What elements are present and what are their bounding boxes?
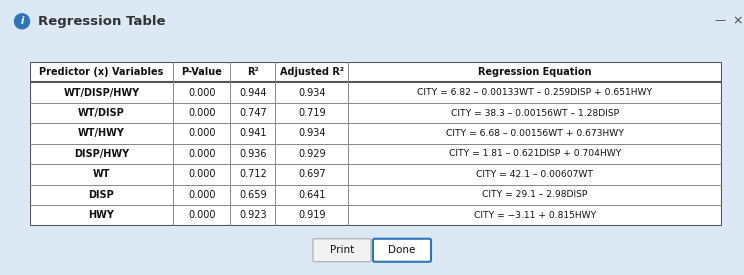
Text: 0.000: 0.000 (188, 128, 216, 138)
Text: Regression Table: Regression Table (38, 15, 165, 28)
Text: 0.000: 0.000 (188, 210, 216, 220)
Text: 0.936: 0.936 (239, 149, 266, 159)
Text: 0.000: 0.000 (188, 149, 216, 159)
Text: 0.000: 0.000 (188, 169, 216, 179)
Text: CITY = 6.68 – 0.00156WT + 0.673HWY: CITY = 6.68 – 0.00156WT + 0.673HWY (446, 129, 623, 138)
Text: P-Value: P-Value (182, 67, 222, 77)
Text: —: — (714, 15, 725, 25)
Text: WT/DISP/HWY: WT/DISP/HWY (63, 87, 139, 98)
Text: 0.934: 0.934 (298, 87, 325, 98)
Text: 0.712: 0.712 (239, 169, 267, 179)
Text: CITY = 38.3 – 0.00156WT – 1.28DISP: CITY = 38.3 – 0.00156WT – 1.28DISP (451, 109, 619, 117)
Text: DISP/HWY: DISP/HWY (74, 149, 129, 159)
Text: 0.923: 0.923 (239, 210, 266, 220)
Text: 0.747: 0.747 (239, 108, 267, 118)
Text: HWY: HWY (89, 210, 115, 220)
Text: CITY = −3.11 + 0.815HWY: CITY = −3.11 + 0.815HWY (474, 211, 596, 220)
FancyBboxPatch shape (313, 239, 371, 262)
Text: CITY = 6.82 – 0.00133WT – 0.259DISP + 0.651HWY: CITY = 6.82 – 0.00133WT – 0.259DISP + 0.… (417, 88, 652, 97)
FancyBboxPatch shape (373, 239, 431, 262)
Text: 0.000: 0.000 (188, 87, 216, 98)
Text: 0.919: 0.919 (298, 210, 325, 220)
Text: i: i (20, 16, 24, 26)
Text: Adjusted R²: Adjusted R² (280, 67, 344, 77)
Text: CITY = 42.1 – 0.00607WT: CITY = 42.1 – 0.00607WT (476, 170, 594, 179)
Text: Print: Print (330, 245, 354, 255)
Text: Regression Equation: Regression Equation (478, 67, 591, 77)
Text: 0.659: 0.659 (239, 190, 266, 200)
Text: CITY = 1.81 – 0.621DISP + 0.704HWY: CITY = 1.81 – 0.621DISP + 0.704HWY (449, 149, 621, 158)
Circle shape (14, 14, 30, 29)
Text: WT/DISP: WT/DISP (78, 108, 125, 118)
Text: 0.941: 0.941 (239, 128, 266, 138)
Text: 0.944: 0.944 (239, 87, 266, 98)
Text: 0.719: 0.719 (298, 108, 326, 118)
Text: 0.934: 0.934 (298, 128, 325, 138)
Text: CITY = 29.1 – 2.98DISP: CITY = 29.1 – 2.98DISP (482, 190, 588, 199)
Text: Done: Done (388, 245, 416, 255)
Text: 0.000: 0.000 (188, 190, 216, 200)
Text: DISP: DISP (89, 190, 115, 200)
Text: WT/HWY: WT/HWY (78, 128, 125, 138)
Text: 0.929: 0.929 (298, 149, 326, 159)
Text: 0.000: 0.000 (188, 108, 216, 118)
Text: 0.641: 0.641 (298, 190, 325, 200)
Text: WT: WT (92, 169, 110, 179)
Text: 0.697: 0.697 (298, 169, 326, 179)
Text: ×: × (733, 15, 743, 28)
Text: Predictor (x) Variables: Predictor (x) Variables (39, 67, 164, 77)
Text: R²: R² (247, 67, 259, 77)
